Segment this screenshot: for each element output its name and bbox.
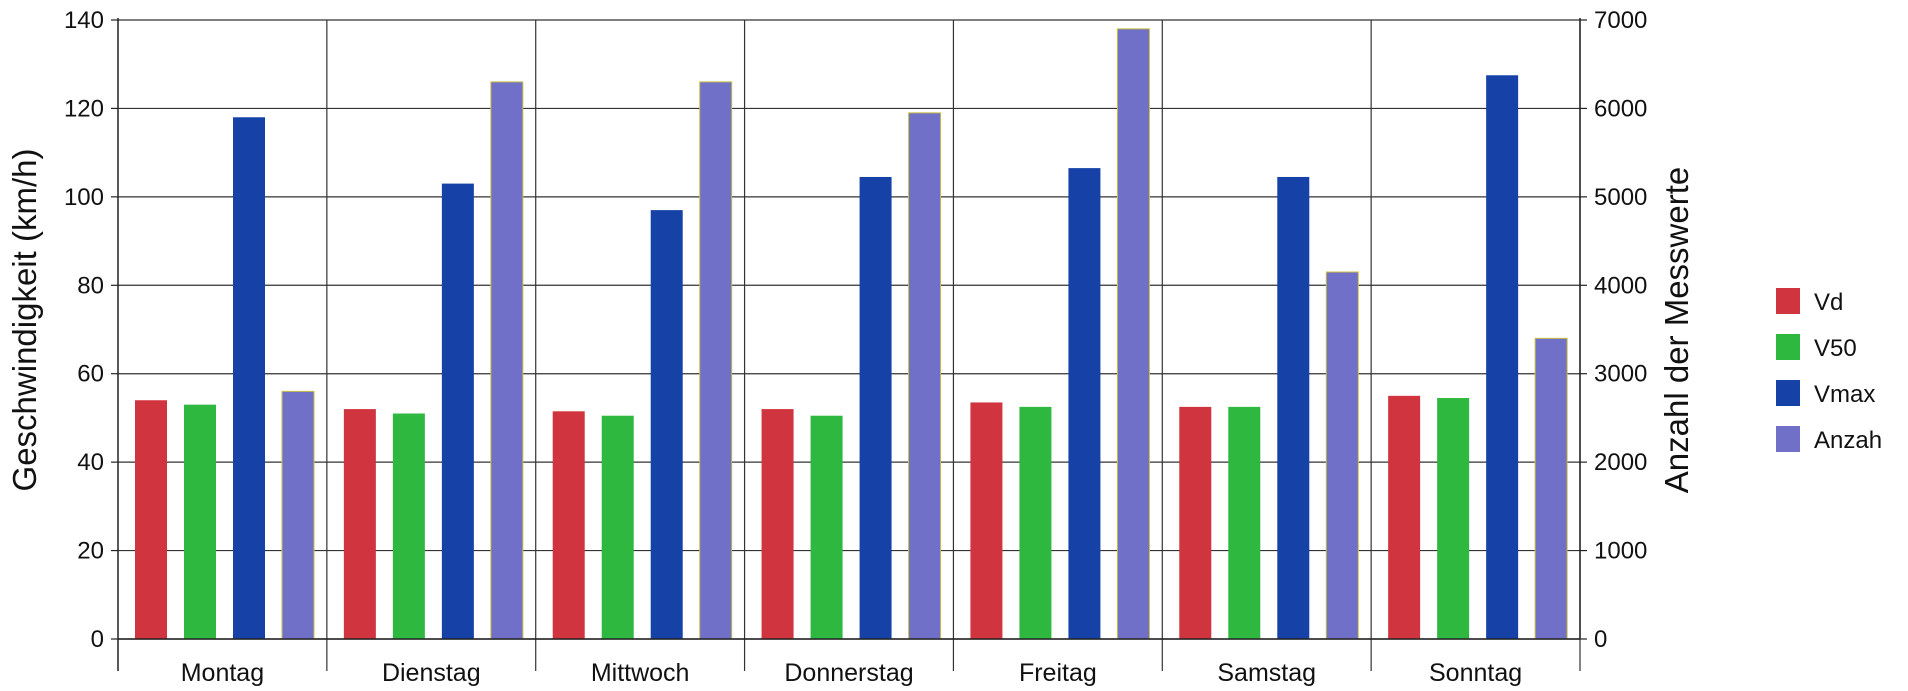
bar-vd-samstag [1179,406,1212,639]
y-tick-label: 120 [64,95,104,122]
y-tick-label: 40 [77,449,104,476]
y2-tick-label: 0 [1594,626,1607,653]
right-axis-ticks: 0 1000 2000 3000 4000 5000 6000 7000 [1580,7,1647,653]
bar-vd-sonntag [1388,395,1421,639]
bar-vd-freitag [970,402,1003,639]
legend-label-v50: V50 [1814,335,1857,362]
bar-vd-montag [135,400,167,639]
y-tick-label: 80 [77,272,104,299]
bar-anzah-samstag [1325,271,1359,640]
bar-v50-freitag [1019,406,1052,639]
bar-vmax-dienstag [441,183,474,640]
y-tick-label: 0 [91,626,104,653]
category-label: Sonntag [1429,659,1522,687]
bar-vmax-freitag [1068,168,1101,639]
y2-tick-label: 4000 [1594,272,1647,299]
y2-tick-label: 2000 [1594,449,1647,476]
legend-label-anzah: Anzah [1814,427,1882,454]
legend-swatch-vmax [1776,380,1800,406]
y-axis-title: Geschwindigkeit (km/h) [6,149,43,492]
category-label: Freitag [1019,659,1097,687]
legend-label-vmax: Vmax [1814,381,1875,408]
y-tick-label: 140 [64,7,104,34]
y-tick-label: 20 [77,538,104,565]
bar-vd-dienstag [343,409,376,639]
bar-vmax-samstag [1277,176,1310,640]
bars [135,28,1568,640]
bar-v50-donnerstag [810,415,843,639]
category-label: Mittwoch [591,659,690,687]
gridlines [118,19,1581,671]
category-label: Samstag [1217,659,1316,687]
bar-vd-donnerstag [761,409,794,639]
axes [117,18,1581,671]
y2-tick-label: 6000 [1594,95,1647,122]
bar-v50-mittwoch [601,415,634,639]
legend-swatch-vd [1776,288,1800,314]
legend: Vd V50 Vmax Anzah [1776,288,1882,454]
bar-vmax-mittwoch [650,210,683,639]
category-labels: Montag Dienstag Mittwoch Donnerstag Freitag S… [181,659,1522,687]
category-label: Donnerstag [784,659,913,687]
y2-tick-label: 5000 [1594,184,1647,211]
y2-tick-label: 1000 [1594,538,1647,565]
y2-tick-label: 3000 [1594,361,1647,388]
bar-vmax-donnerstag [859,176,892,640]
left-axis-ticks: 0 20 40 60 80 100 120 140 [64,7,118,653]
y2-axis-title: Anzahl der Messwerte [1658,167,1695,493]
bar-vmax-montag [233,117,265,640]
legend-swatch-anzah [1776,426,1800,452]
category-label: Montag [181,659,264,687]
bar-anzah-sonntag [1534,337,1568,640]
y-tick-label: 100 [64,184,104,211]
bar-anzah-donnerstag [908,112,942,640]
bar-v50-dienstag [392,413,425,639]
bar-v50-sonntag [1437,398,1470,639]
legend-label-vd: Vd [1814,289,1843,316]
bar-v50-montag [184,404,216,639]
bar-vmax-sonntag [1486,75,1519,639]
bar-vd-mittwoch [552,411,585,639]
bar-anzah-dienstag [490,81,524,640]
bar-anzah-freitag [1116,28,1150,640]
bar-anzah-mittwoch [699,81,733,640]
y2-tick-label: 7000 [1594,7,1647,34]
category-label: Dienstag [382,659,481,687]
legend-swatch-v50 [1776,334,1800,360]
bar-v50-samstag [1228,406,1261,639]
y-tick-label: 60 [77,361,104,388]
bar-anzah-montag [281,390,315,640]
